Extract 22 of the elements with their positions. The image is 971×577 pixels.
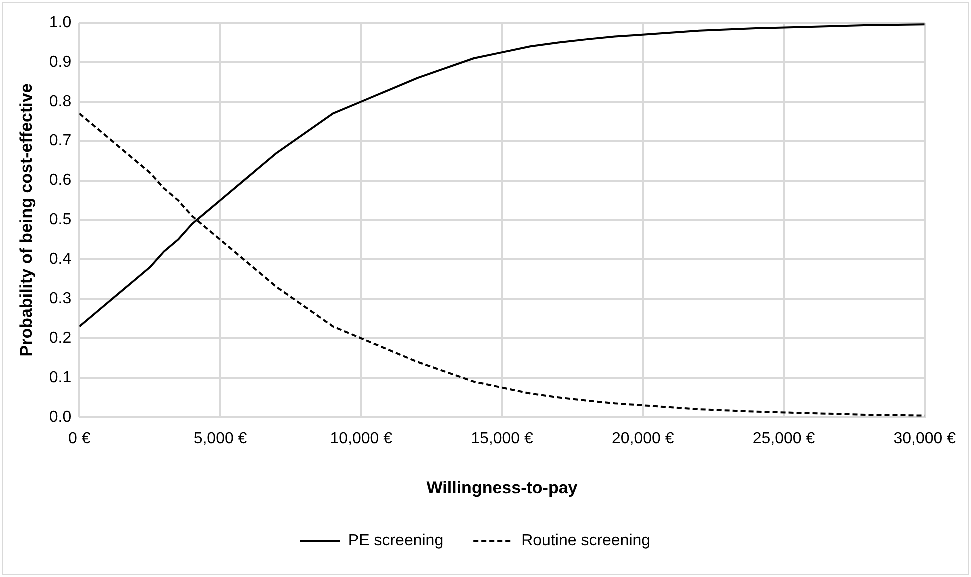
x-tick-label: 30,000 € bbox=[894, 430, 956, 448]
y-axis-title: Probability of being cost-effective bbox=[16, 84, 36, 357]
y-tick-label: 0.2 bbox=[49, 330, 72, 347]
y-tick-label: 1.0 bbox=[49, 14, 72, 32]
x-tick-label: 15,000 € bbox=[471, 430, 534, 448]
y-tick-label: 0.7 bbox=[49, 132, 72, 150]
x-tick-label: 20,000 € bbox=[612, 430, 674, 448]
y-tick-label: 0.0 bbox=[49, 408, 72, 426]
y-tick-label: 0.9 bbox=[49, 54, 72, 71]
x-tick-label: 25,000 € bbox=[752, 430, 816, 448]
y-tick-label: 0.4 bbox=[49, 251, 72, 268]
x-tick-label: 0 € bbox=[68, 430, 91, 448]
y-tick-label: 0.1 bbox=[49, 369, 72, 386]
y-tick-label: 0.8 bbox=[49, 93, 72, 110]
y-tick-label: 0.3 bbox=[49, 290, 72, 308]
y-tick-label: 0.6 bbox=[49, 172, 72, 190]
legend-label: PE screening bbox=[348, 532, 444, 550]
y-tick-label: 0.5 bbox=[49, 212, 72, 229]
legend-label: Routine screening bbox=[522, 532, 651, 550]
x-axis-title: Willingness-to-pay bbox=[426, 478, 578, 498]
x-tick-label: 5,000 € bbox=[194, 430, 248, 448]
x-tick-label: 10,000 € bbox=[330, 430, 393, 448]
